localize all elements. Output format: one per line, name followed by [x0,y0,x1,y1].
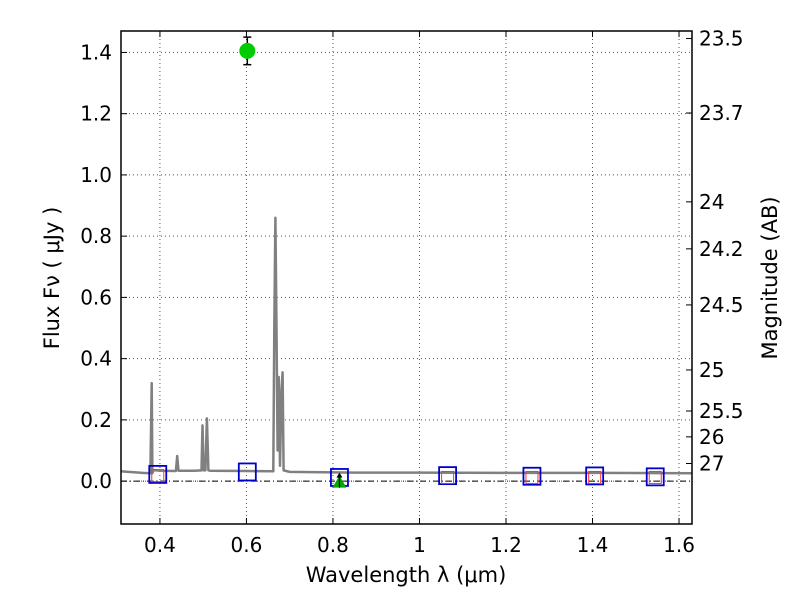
magnitude-axis-label: Magnitude (AB) [758,196,782,359]
y-axis: 0.0 0.2 0.4 0.6 0.8 1.0 1.2 1.4 [80,40,127,493]
magnitude-tick-label: 27 [699,452,724,476]
model-band-square [438,466,457,486]
magnitude-tick-label: 24.5 [699,293,744,317]
magnitude-tick-label: 26 [699,425,724,449]
plot-background [121,31,692,524]
x-tick-label: 0.8 [317,533,349,557]
red-band-marker [441,470,455,484]
x-axis: 0.4 0.6 0.8 1 1.2 1.4 1.6 [144,31,695,557]
y-axis-label: Flux Fν ( μJy ) [40,207,64,350]
detection-point [239,36,256,66]
red-band-marker [151,469,165,483]
y-tick-label: 0.0 [80,469,112,493]
y-tick-label: 0.4 [80,347,112,371]
x-axis-label: Wavelength λ (μm) [306,563,507,587]
magnitude-tick-label: 24 [699,190,724,214]
y-tick-label: 1.0 [80,163,112,187]
red-band-marker [648,470,662,484]
model-band-square [522,466,542,486]
x-tick-label: 1.6 [663,533,695,557]
y-tick-label: 0.6 [80,285,112,309]
magnitude-tick-label: 25.5 [699,399,744,423]
y-tick-label: 0.2 [80,408,112,432]
x-tick-label: 1.2 [490,533,522,557]
y-tick-label: 1.2 [80,102,112,126]
model-band-square [645,467,665,487]
x-tick-label: 1.4 [577,533,609,557]
plot-frame [120,30,693,525]
red-band-markers [151,469,662,484]
magnitude-tick-label: 23.5 [699,27,744,51]
magnitude-tick-label: 24.2 [699,237,744,261]
y-tick-label: 0.8 [80,224,112,248]
model-band-square [585,466,605,486]
x-tick-label: 0.4 [144,533,176,557]
magnitude-tick-label: 23.7 [699,101,744,125]
model-photometry [148,462,665,487]
magnitude-axis: 23.5 23.7 24 24.2 24.5 25 25.526 27 [686,27,744,476]
x-tick-label: 1 [413,533,426,557]
x-tick-label: 0.6 [231,533,263,557]
magnitude-tick-label: 25 [699,358,724,382]
y-tick-label: 1.4 [80,40,112,64]
model-band-square [148,464,168,484]
upper-limit-arrow-head [336,472,343,478]
model-band-square [237,462,257,482]
red-band-marker [588,470,602,484]
detection-marker [239,42,256,59]
red-band-marker [525,470,539,484]
upper-limit-point [332,472,347,488]
